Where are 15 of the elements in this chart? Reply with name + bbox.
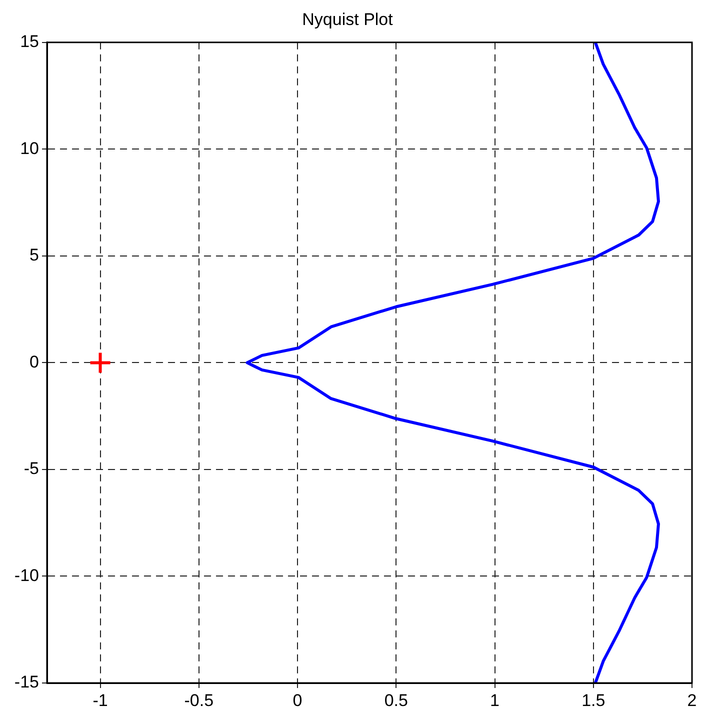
x-tick-label: 0.5 xyxy=(384,690,408,710)
y-tick-label: 0 xyxy=(30,352,39,372)
x-tick-label: 2 xyxy=(687,690,697,710)
x-tick-label: 1 xyxy=(490,690,500,710)
y-tick-label: 10 xyxy=(20,138,39,158)
chart-title: Nyquist Plot xyxy=(302,10,394,29)
x-tick-label: -0.5 xyxy=(184,690,214,710)
x-tick-label: -1 xyxy=(92,690,108,710)
y-tick-label: 5 xyxy=(30,246,39,265)
x-tick-label: 1.5 xyxy=(582,690,606,710)
y-tick-label: 15 xyxy=(20,32,39,52)
y-tick-label: -15 xyxy=(14,672,39,692)
x-tick-label: 0 xyxy=(292,690,302,710)
y-tick-label: -5 xyxy=(24,459,39,478)
y-tick-label: -10 xyxy=(14,566,39,585)
